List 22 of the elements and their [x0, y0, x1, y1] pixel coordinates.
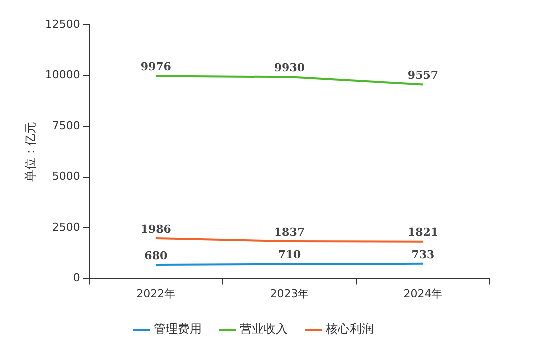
- x-tick-label: 2023年: [270, 287, 310, 300]
- data-label: 9930: [274, 62, 306, 75]
- x-tick-label: 2024年: [404, 287, 443, 300]
- data-label: 9976: [140, 60, 172, 74]
- data-label: 1821: [408, 226, 439, 240]
- y-tick-label: 2500: [52, 220, 80, 234]
- x-tick-label: 2022年: [136, 287, 176, 300]
- y-tick-label: 10000: [45, 68, 80, 82]
- y-tick-label: 12500: [45, 18, 80, 31]
- legend-label: 核心利润: [325, 322, 374, 336]
- data-label: 1986: [140, 222, 172, 236]
- data-label: 733: [412, 248, 435, 262]
- y-tick-label: 7500: [52, 119, 80, 132]
- data-label: 680: [144, 249, 168, 262]
- y-tick-label: 5000: [52, 170, 80, 184]
- data-label: 710: [278, 248, 302, 262]
- data-label: 1837: [274, 226, 306, 239]
- y-tick-label: 0: [73, 272, 80, 285]
- legend-label: 营业收入: [240, 322, 288, 336]
- legend-label: 管理费用: [154, 322, 202, 336]
- data-label: 9557: [408, 69, 439, 82]
- y-axis-title: 单位：亿元: [23, 122, 38, 182]
